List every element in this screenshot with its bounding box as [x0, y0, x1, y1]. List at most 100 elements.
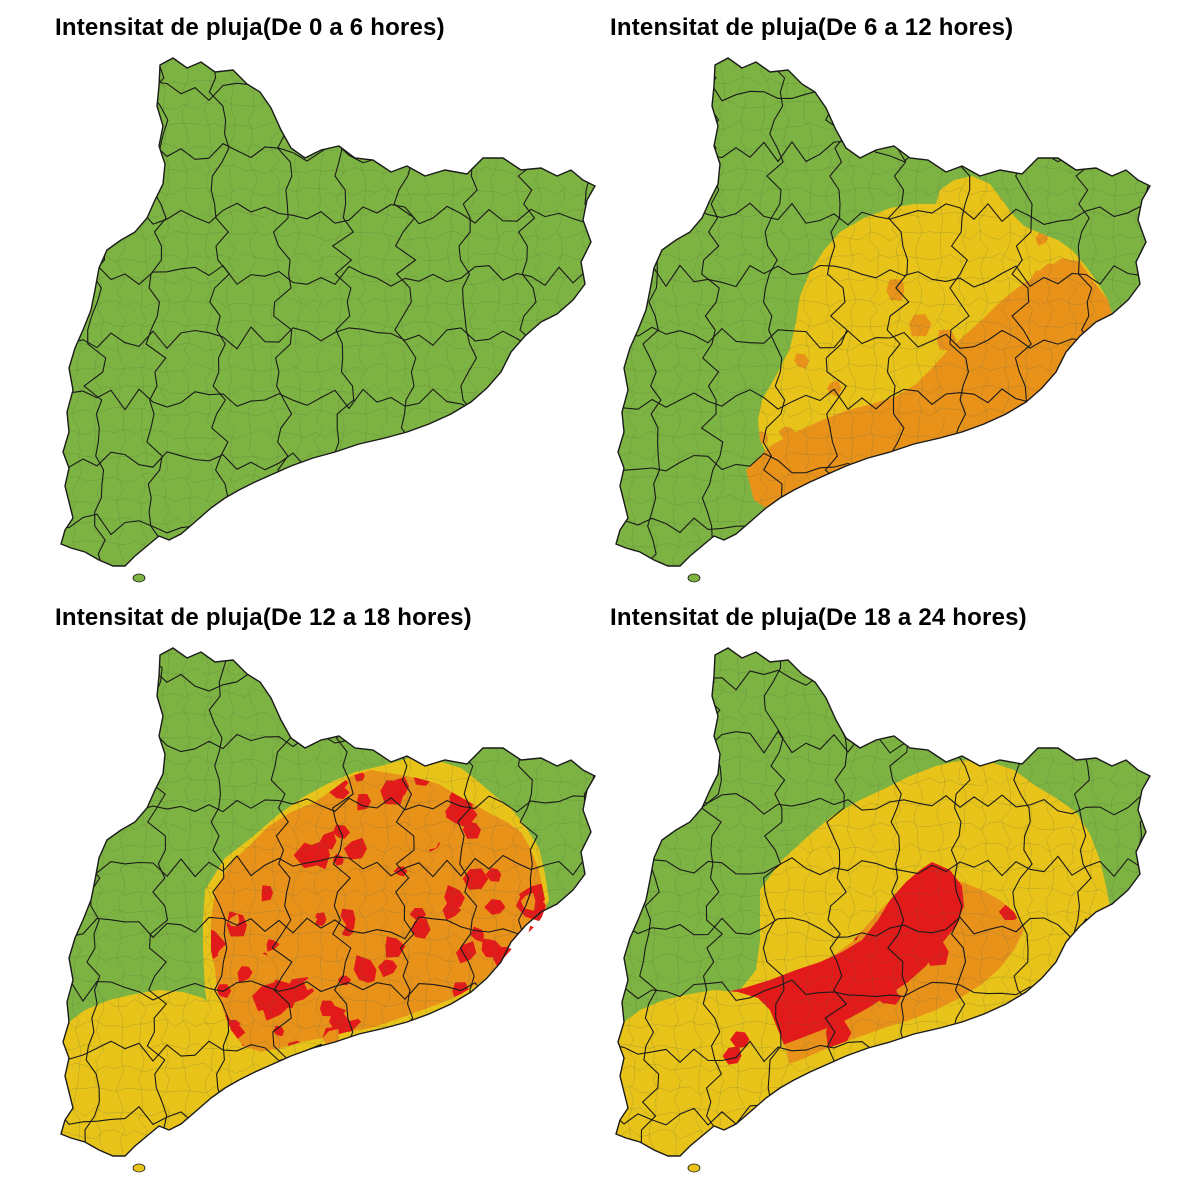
municipality-patch — [1029, 270, 1054, 293]
municipal-boundary — [600, 50, 610, 580]
municipality-patch — [1023, 296, 1049, 316]
municipality-patch — [322, 916, 347, 936]
catalonia-outline — [60, 647, 596, 1157]
zone-south-yellow — [616, 990, 794, 1156]
municipal-boundary — [616, 820, 1150, 831]
municipality-patch — [730, 1031, 750, 1048]
municipal-boundary — [61, 710, 595, 722]
municipality-patch — [562, 921, 587, 945]
municipality-patch — [425, 832, 440, 850]
comarca-boundary — [1135, 58, 1150, 566]
municipality-patch — [358, 979, 384, 1005]
municipal-boundary — [61, 274, 595, 285]
municipal-boundary — [616, 58, 1150, 65]
map-panel-6-12h: Intensitat de pluja(De 6 a 12 hores) — [610, 0, 1170, 585]
comarca-boundary — [61, 264, 595, 287]
municipal-boundary — [555, 648, 566, 1156]
municipality-patch — [922, 937, 949, 966]
municipality-patch — [886, 279, 905, 301]
municipality-patch — [893, 394, 914, 411]
municipality-patch — [1126, 941, 1144, 956]
municipal-boundary — [781, 648, 791, 1156]
municipality-patch — [826, 1018, 852, 1048]
municipal-boundary — [616, 909, 1150, 920]
municipal-boundary — [61, 99, 595, 110]
municipality-patch — [581, 887, 595, 900]
municipality-patch — [1104, 350, 1112, 366]
delta-islet — [132, 1163, 146, 1173]
municipality-patch — [343, 837, 367, 860]
municipal-boundary — [616, 886, 1150, 898]
municipality-patch — [1097, 347, 1112, 364]
municipality-patch — [520, 892, 536, 911]
municipal-boundary — [758, 648, 770, 1156]
map-panel-0-6h: Intensitat de pluja(De 0 a 6 hores) — [55, 0, 615, 585]
municipality-patch — [515, 1032, 539, 1052]
municipal-boundary — [61, 296, 595, 308]
zone-orange — [746, 258, 1112, 508]
municipal-boundary — [616, 560, 1150, 566]
municipality-patch — [378, 959, 398, 978]
municipality-patch — [552, 1022, 573, 1041]
municipality-patch — [300, 839, 330, 870]
municipal-boundary — [61, 667, 595, 678]
municipality-patch — [722, 1046, 742, 1065]
municipal-boundary — [780, 58, 791, 566]
municipality-patch — [583, 977, 611, 999]
municipal-boundary — [616, 318, 1150, 330]
municipality-patch — [550, 946, 568, 962]
municipality-patch — [835, 950, 851, 968]
municipality-patch — [353, 955, 377, 985]
comarca-boundary — [579, 58, 595, 566]
municipal-boundary — [61, 820, 595, 832]
municipal-boundary — [181, 648, 192, 1156]
municipality-patch — [953, 465, 981, 490]
municipality-patch — [227, 913, 240, 927]
panel-title: Intensitat de pluja(De 12 a 18 hores) — [55, 604, 472, 631]
catalonia-outline — [615, 647, 1151, 1157]
rain-zones — [616, 760, 1110, 1156]
catalonia-outline — [615, 57, 1151, 567]
comarca-boundary — [616, 78, 1150, 102]
municipal-boundary — [616, 667, 1150, 677]
municipality-patch — [324, 1070, 337, 1084]
municipality-patch — [778, 974, 810, 998]
municipal-boundary — [159, 58, 170, 566]
municipal-boundary — [61, 318, 595, 330]
municipal-boundary — [61, 842, 595, 854]
municipal-boundary — [616, 688, 1150, 699]
municipal-boundary — [225, 58, 236, 566]
municipality-patch — [211, 926, 224, 956]
comarca-boundary — [579, 648, 595, 1156]
municipal-boundary — [61, 689, 595, 700]
comarca-boundary — [61, 854, 595, 878]
municipality-patch — [510, 1041, 523, 1052]
municipal-boundary — [61, 77, 595, 88]
municipality-patch — [516, 1037, 532, 1055]
municipality-patch — [283, 1028, 299, 1044]
panel-title: Intensitat de pluja(De 6 a 12 hores) — [610, 14, 1014, 41]
municipality-patch — [1122, 349, 1145, 371]
comarca-boundary — [616, 264, 1150, 288]
municipal-boundary — [759, 58, 770, 566]
comarca-boundary — [208, 648, 230, 1156]
municipal-boundary — [61, 886, 595, 897]
municipality-patch — [261, 885, 273, 902]
municipal-boundary — [616, 1150, 1150, 1156]
delta-islet — [132, 573, 146, 583]
panel-title: Intensitat de pluja(De 18 a 24 hores) — [610, 604, 1027, 631]
comarca-boundary — [1134, 648, 1150, 1156]
map-panel-12-18h: Intensitat de pluja(De 12 a 18 hores) — [55, 590, 615, 1175]
municipal-boundary — [1111, 58, 1122, 566]
municipality-patch — [917, 912, 929, 925]
municipality-patch — [452, 1062, 479, 1087]
municipal-boundary — [203, 648, 214, 1156]
municipal-boundary — [61, 648, 595, 656]
comarca-boundary — [616, 668, 1150, 692]
municipality-patch — [942, 1072, 954, 1076]
municipality-patch — [522, 1056, 550, 1086]
map-panel-18-24h: Intensitat de pluja(De 18 a 24 hores) — [610, 590, 1170, 1175]
municipal-boundary — [616, 253, 1150, 263]
municipality-patch — [385, 936, 406, 958]
municipality-patch — [481, 938, 505, 958]
